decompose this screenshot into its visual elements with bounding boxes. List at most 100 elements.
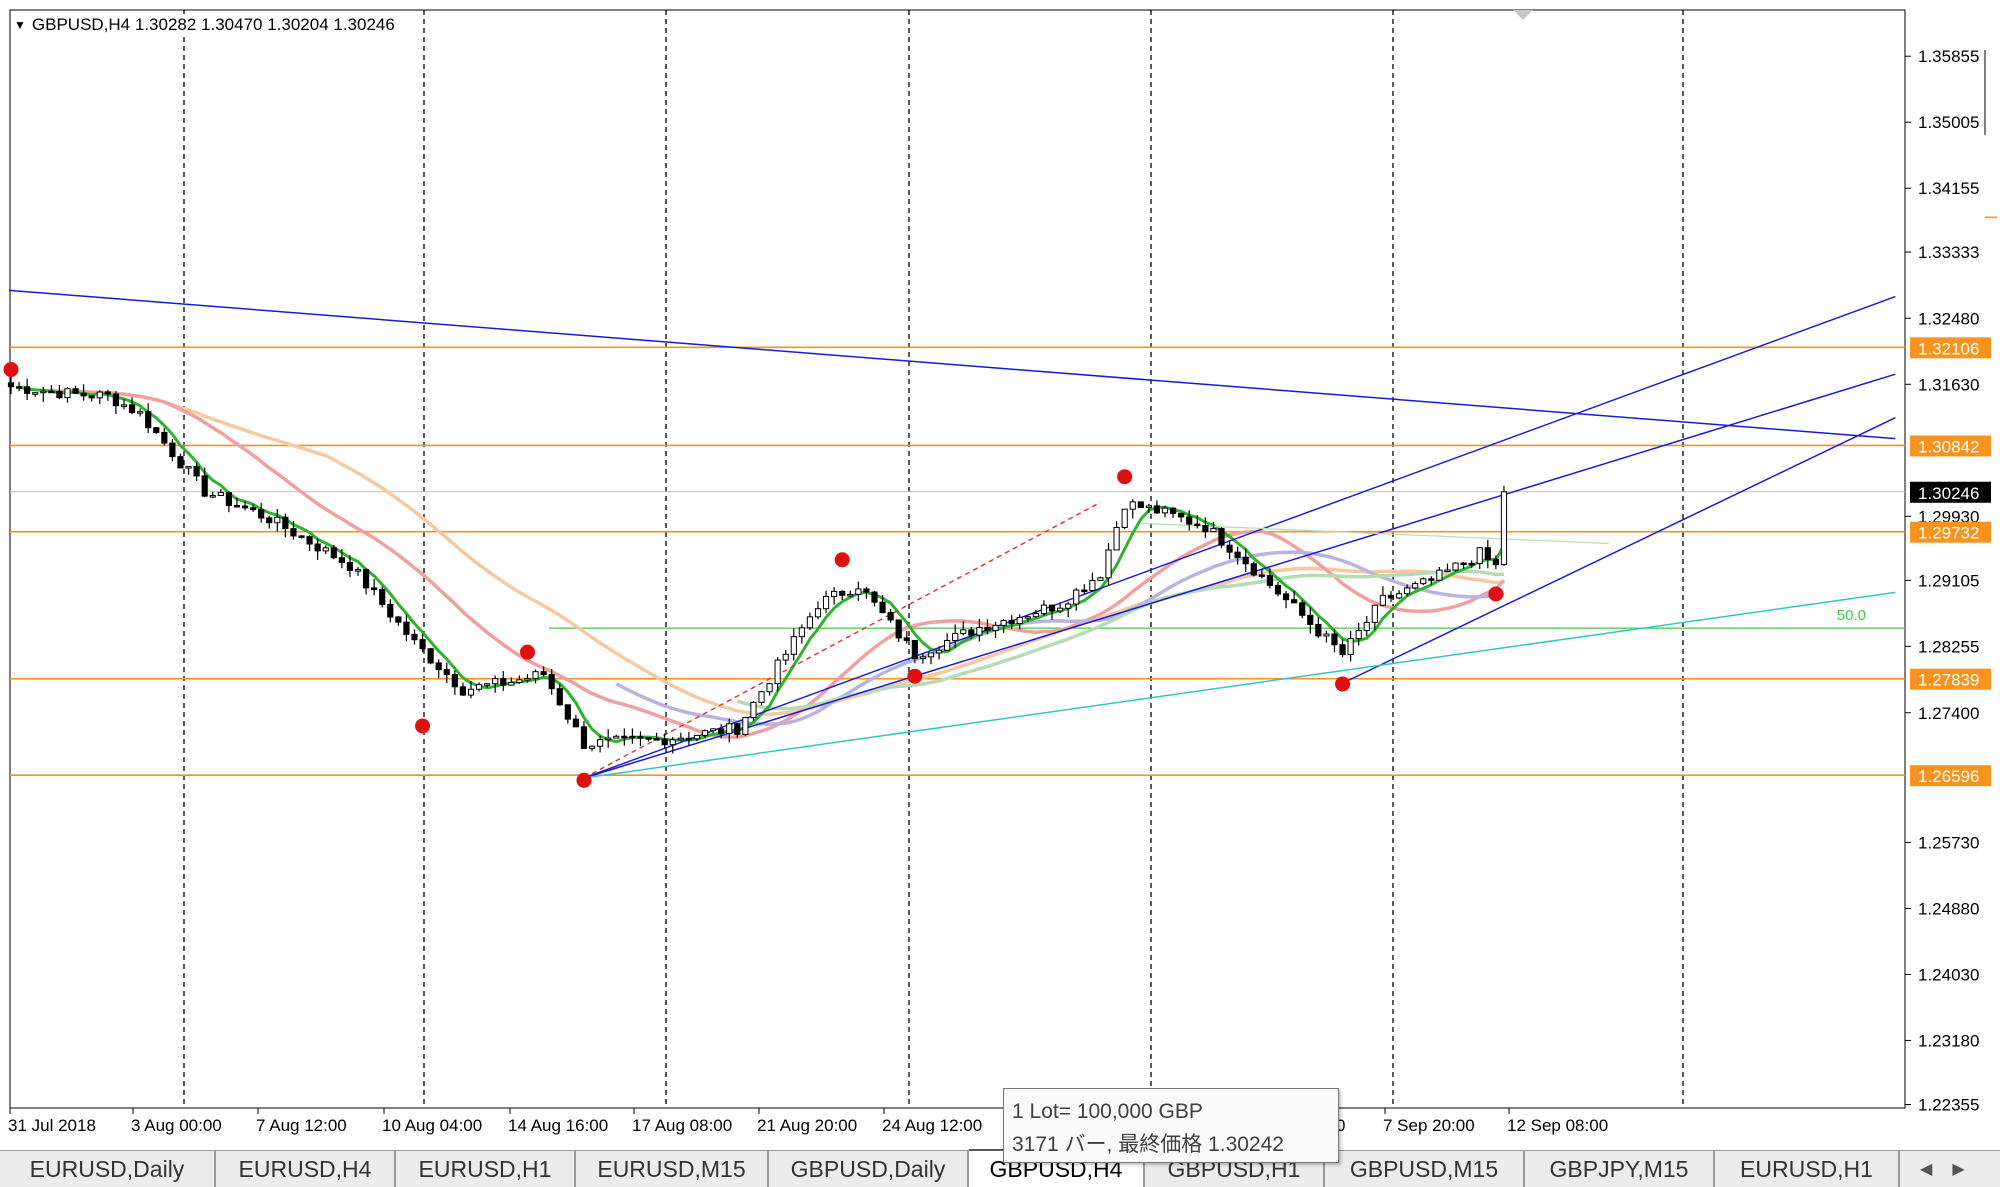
candle-body bbox=[1048, 604, 1056, 612]
tooltip: 1 Lot= 100,000 GBP 3171 バー, 最終価格 1.30242 bbox=[1003, 1088, 1339, 1163]
candle-body bbox=[629, 735, 636, 739]
tab-gbpusd-m15[interactable]: GBPUSD,M15 bbox=[1325, 1151, 1525, 1187]
candle-body bbox=[863, 588, 870, 593]
candle-body bbox=[605, 737, 612, 741]
level-price-label: 1.26596 bbox=[1918, 767, 1979, 786]
candle-body bbox=[1218, 527, 1225, 546]
candle-body bbox=[1113, 526, 1120, 551]
candle-body bbox=[871, 591, 878, 603]
candle-body bbox=[395, 616, 402, 623]
candle-body bbox=[15, 386, 23, 389]
candle-body bbox=[362, 569, 370, 589]
tab-eurusd-h1[interactable]: EURUSD,H1 bbox=[1715, 1151, 1900, 1187]
uptrend-channel-upper[interactable] bbox=[583, 373, 1896, 779]
tab-eurusd-h4[interactable]: EURUSD,H4 bbox=[216, 1151, 396, 1187]
candle-body bbox=[637, 736, 644, 739]
price-tick-label: 1.27400 bbox=[1918, 704, 1979, 723]
candle-body bbox=[1444, 569, 1451, 573]
candle-body bbox=[225, 492, 232, 506]
chart-window[interactable]: 50.0 1.35855 1.35005 1.34155 1.33333 1.32480… bbox=[0, 0, 2000, 1163]
price-chart[interactable]: 50.0 1.35855 1.35005 1.34155 1.33333 1.32480… bbox=[0, 0, 2000, 1150]
candle-body bbox=[475, 684, 483, 690]
candle-body bbox=[1500, 491, 1508, 566]
level-price-label: 1.27839 bbox=[1918, 671, 1979, 690]
candle-body bbox=[1121, 508, 1128, 528]
time-axis: 31 Jul 2018 3 Aug 00:00 7 Aug 12:00 10 Aug … bbox=[8, 10, 1608, 1135]
candle-body bbox=[1387, 594, 1395, 599]
candle-body bbox=[298, 535, 305, 538]
trend-lines bbox=[8, 289, 1896, 779]
price-tick-label: 1.24880 bbox=[1918, 899, 1979, 918]
candle-body bbox=[661, 738, 668, 746]
candle-body bbox=[1412, 583, 1419, 589]
candle-body bbox=[217, 492, 224, 497]
candle-body bbox=[572, 718, 579, 728]
scroll-left-icon[interactable]: ◀ bbox=[1920, 1161, 1933, 1178]
tab-eurusd-daily[interactable]: EURUSD,Daily bbox=[0, 1151, 216, 1187]
candle-body bbox=[927, 652, 935, 658]
candle-body bbox=[766, 683, 773, 693]
tooltip-bar-count: 3171 バー, 最終価格 1.30242 bbox=[1012, 1133, 1284, 1156]
candle-body bbox=[443, 669, 450, 676]
candle-body bbox=[1032, 613, 1039, 618]
time-tick-label: 14 Aug 16:00 bbox=[508, 1116, 608, 1135]
plot-area[interactable] bbox=[9, 9, 1906, 1109]
scroll-right-icon[interactable]: ▶ bbox=[1952, 1161, 1965, 1178]
candle-body bbox=[960, 629, 967, 634]
swing-point-marker bbox=[834, 552, 850, 568]
candle-body bbox=[1379, 594, 1387, 606]
candle-body bbox=[726, 723, 733, 735]
tab-gbpusd-daily[interactable]: GBPUSD,Daily bbox=[769, 1151, 969, 1187]
candle-body bbox=[992, 624, 999, 632]
candle-body bbox=[137, 411, 144, 414]
candle-body bbox=[1008, 619, 1015, 624]
level-price-box bbox=[1910, 337, 1991, 359]
price-tick-label: 1.35855 bbox=[1918, 47, 1979, 66]
candle-body bbox=[1178, 512, 1185, 518]
candle-body bbox=[968, 629, 975, 636]
moving-average-fast bbox=[18, 385, 1506, 744]
candle-body bbox=[1258, 574, 1265, 577]
time-tick-label: 10 Aug 04:00 bbox=[382, 1116, 482, 1135]
candle-body bbox=[427, 648, 434, 664]
candle-body bbox=[1153, 505, 1161, 514]
uptrend-channel-steep[interactable] bbox=[583, 295, 1896, 779]
dropdown-triangle-icon[interactable]: ▼ bbox=[14, 18, 26, 32]
candle-body bbox=[1476, 547, 1483, 564]
candle-body bbox=[1137, 501, 1144, 509]
horizontal-levels: 50.0 bbox=[10, 346, 1905, 776]
long-downtrend-line[interactable] bbox=[8, 289, 1896, 440]
candle-body bbox=[274, 516, 281, 524]
candle-body bbox=[952, 632, 959, 641]
tab-eurusd-m15[interactable]: EURUSD,M15 bbox=[576, 1151, 769, 1187]
time-tick-label: 17 Aug 08:00 bbox=[632, 1116, 732, 1135]
tab-eurusd-h1[interactable]: EURUSD,H1 bbox=[396, 1151, 576, 1187]
tab-gbpjpy-m15[interactable]: GBPJPY,M15 bbox=[1525, 1151, 1715, 1187]
teal-support-line[interactable] bbox=[583, 591, 1896, 779]
price-tick-label: 1.29105 bbox=[1918, 571, 1979, 590]
price-tick-label: 1.31630 bbox=[1918, 375, 1979, 394]
candle-body bbox=[282, 516, 289, 530]
swing-point-marker bbox=[1117, 469, 1133, 485]
dashed-red-line[interactable] bbox=[583, 501, 1101, 779]
candle-body bbox=[1484, 547, 1491, 560]
candle-body bbox=[1024, 616, 1031, 619]
candle-body bbox=[1371, 604, 1378, 623]
candle-body bbox=[1161, 507, 1169, 514]
uptrend-channel-lower[interactable] bbox=[1342, 416, 1896, 684]
candle-body bbox=[798, 627, 805, 638]
price-tick-label: 1.32480 bbox=[1918, 309, 1979, 328]
candle-body bbox=[677, 737, 684, 741]
candle-body bbox=[419, 639, 426, 650]
candle-body bbox=[330, 547, 337, 559]
candle-body bbox=[112, 393, 120, 407]
period-separators bbox=[183, 10, 1684, 1108]
candle-body bbox=[161, 431, 168, 444]
candle-body bbox=[1210, 527, 1217, 533]
pale-green-line[interactable] bbox=[1140, 522, 1609, 545]
chart-shift-marker[interactable] bbox=[1513, 10, 1533, 20]
candle-body bbox=[48, 390, 55, 394]
time-tick-label: 12 Sep 08:00 bbox=[1507, 1116, 1608, 1135]
level-price-box bbox=[1910, 668, 1991, 690]
candle-body bbox=[1274, 584, 1282, 595]
